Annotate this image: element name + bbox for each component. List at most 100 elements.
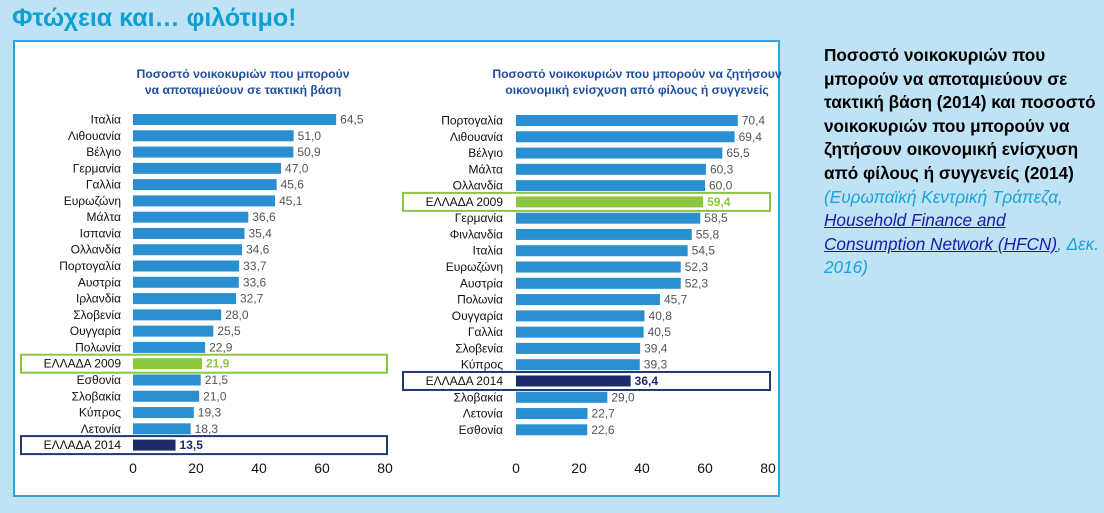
category-label: Ευρωζώνη [446, 260, 503, 274]
value-label: 45,6 [281, 178, 305, 192]
value-label: 51,0 [298, 129, 322, 143]
category-label: Ιρλανδία [76, 292, 121, 306]
chart-panel: Ποσοστό νοικοκυριών που μπορούν να αποταμ… [13, 40, 782, 497]
bar [133, 374, 201, 386]
source-link[interactable]: Household Finance and Consumption Networ… [824, 210, 1058, 254]
value-label: 52,3 [685, 276, 709, 290]
category-label: ΕΛΛΑΔΑ 2014 [44, 438, 122, 452]
bar [516, 375, 631, 387]
value-label: 47,0 [285, 161, 309, 175]
value-label: 40,8 [649, 309, 673, 323]
bar [516, 391, 608, 403]
bar [516, 180, 705, 192]
bar [133, 227, 245, 239]
category-label: Ιταλία [91, 113, 122, 127]
x-tick-label: 0 [512, 460, 520, 476]
bar [516, 261, 681, 273]
category-label: Γερμανία [455, 211, 503, 225]
value-label: 64,5 [340, 113, 364, 127]
category-label: Πολωνία [457, 293, 503, 307]
highlight-box [402, 370, 771, 391]
value-label: 29,0 [611, 390, 635, 404]
value-label: 36,6 [252, 210, 276, 224]
bar [133, 114, 337, 125]
bar [133, 407, 194, 419]
bar [133, 195, 276, 207]
bar [516, 245, 688, 257]
category-label: Λιθουανία [68, 129, 121, 143]
bar [516, 310, 645, 322]
value-label: 22,7 [592, 407, 616, 421]
category-label: Κύπρος [461, 358, 503, 372]
bar [516, 326, 644, 338]
category-label: Εσθονία [77, 373, 121, 387]
category-label: ΕΛΛΑΔΑ 2009 [426, 195, 504, 209]
bar [516, 147, 723, 159]
category-label: Γαλλία [86, 178, 121, 192]
bar [516, 342, 641, 354]
value-label: 25,5 [217, 324, 241, 338]
bar [516, 228, 692, 240]
category-label: Ουγγαρία [452, 309, 503, 323]
source-suffix: , Δεκ. 2016) [824, 233, 1100, 278]
x-tick-label: 40 [634, 460, 650, 476]
value-label: 55,8 [696, 227, 720, 241]
category-label: Βέλγιο [468, 146, 503, 160]
x-tick-label: 80 [377, 460, 393, 476]
category-label: ΕΛΛΑΔΑ 2009 [44, 357, 122, 371]
category-label: Λετονία [81, 422, 121, 436]
category-label: Πορτογαλία [441, 114, 503, 128]
bar [516, 277, 681, 289]
bar [516, 163, 706, 175]
bar [133, 260, 240, 272]
category-label: Ιταλία [473, 244, 504, 258]
x-tick-label: 80 [760, 460, 776, 476]
value-label: 21,5 [205, 373, 229, 387]
category-label: Λιθουανία [450, 130, 503, 144]
side-heading: Ποσοστό νοικοκυριών που μπορούν να αποτα… [824, 45, 1096, 183]
source-prefix: (Ευρωπαϊκή Κεντρική Τράπεζα, [824, 186, 1063, 207]
value-label: 33,7 [243, 259, 267, 273]
value-label: 34,6 [246, 243, 270, 257]
category-label: Γαλλία [468, 325, 503, 339]
category-label: Ολλανδία [453, 179, 503, 193]
category-label: Σλοβενία [455, 341, 503, 355]
value-label: 45,7 [664, 293, 688, 307]
category-label: Αυστρία [460, 276, 503, 290]
value-label: 50,9 [297, 145, 321, 159]
value-label: 19,3 [198, 406, 222, 420]
highlight-box [20, 435, 388, 456]
bar [133, 293, 237, 305]
bar [133, 439, 176, 451]
value-label: 70,4 [742, 114, 766, 128]
value-label: 45,1 [279, 194, 303, 208]
value-label: 60,0 [709, 179, 733, 193]
bar [133, 244, 242, 256]
value-label: 65,5 [726, 146, 750, 160]
bar [516, 294, 660, 306]
value-label: 22,9 [209, 340, 233, 354]
category-label: Ισπανία [80, 226, 121, 240]
bar [133, 130, 294, 142]
charts-svg: Ποσοστό νοικοκυριών που μπορούν να αποταμ… [20, 67, 782, 476]
value-label: 22,6 [591, 423, 615, 437]
bar [133, 390, 200, 402]
value-label: 39,3 [644, 358, 668, 372]
x-tick-label: 60 [314, 460, 330, 476]
value-label: 21,9 [206, 357, 230, 371]
value-label: 36,4 [635, 374, 659, 388]
value-label: 54,5 [692, 244, 716, 258]
category-label: Γερμανία [73, 161, 121, 175]
category-label: Εσθονία [459, 423, 503, 437]
highlight-box [402, 191, 771, 212]
chart-title-line: να αποταμιεύουν σε τακτική βάση [145, 83, 341, 97]
bar [133, 358, 202, 370]
value-label: 59,4 [707, 195, 731, 209]
bar [133, 146, 294, 158]
category-label: Ολλανδία [71, 243, 121, 257]
bar [133, 341, 206, 353]
value-label: 52,3 [685, 260, 709, 274]
category-label: Φινλανδία [450, 227, 503, 241]
chart-title-line: Ποσοστό νοικοκυριών που μπορούν [136, 67, 349, 81]
chart-title-line: οικονομική ενίσχυση από φίλους ή συγγενε… [505, 83, 768, 97]
